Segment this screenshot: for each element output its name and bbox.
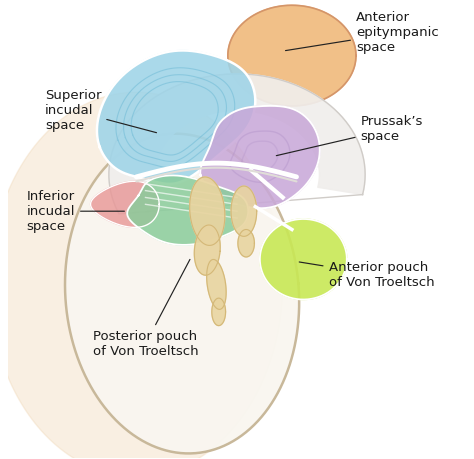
Text: Prussak’s
space: Prussak’s space	[276, 115, 423, 156]
Polygon shape	[190, 177, 225, 246]
Text: Inferior
incudal
space: Inferior incudal space	[27, 190, 124, 233]
Polygon shape	[200, 106, 320, 208]
Polygon shape	[260, 219, 347, 300]
Polygon shape	[91, 181, 159, 227]
Text: Anterior
epitympanic
space: Anterior epitympanic space	[285, 11, 439, 54]
Polygon shape	[207, 259, 226, 309]
Text: Superior
incudal
space: Superior incudal space	[45, 89, 156, 133]
Polygon shape	[212, 298, 226, 325]
Polygon shape	[65, 134, 299, 453]
Polygon shape	[228, 5, 356, 106]
Polygon shape	[97, 50, 255, 184]
Polygon shape	[231, 186, 257, 236]
Text: Posterior pouch
of Von Troeltsch: Posterior pouch of Von Troeltsch	[92, 259, 198, 358]
Polygon shape	[127, 175, 248, 245]
Polygon shape	[0, 92, 283, 459]
Text: Anterior pouch
of Von Troeltsch: Anterior pouch of Von Troeltsch	[299, 261, 434, 289]
Polygon shape	[109, 74, 365, 214]
Polygon shape	[238, 230, 255, 257]
Polygon shape	[194, 225, 220, 275]
